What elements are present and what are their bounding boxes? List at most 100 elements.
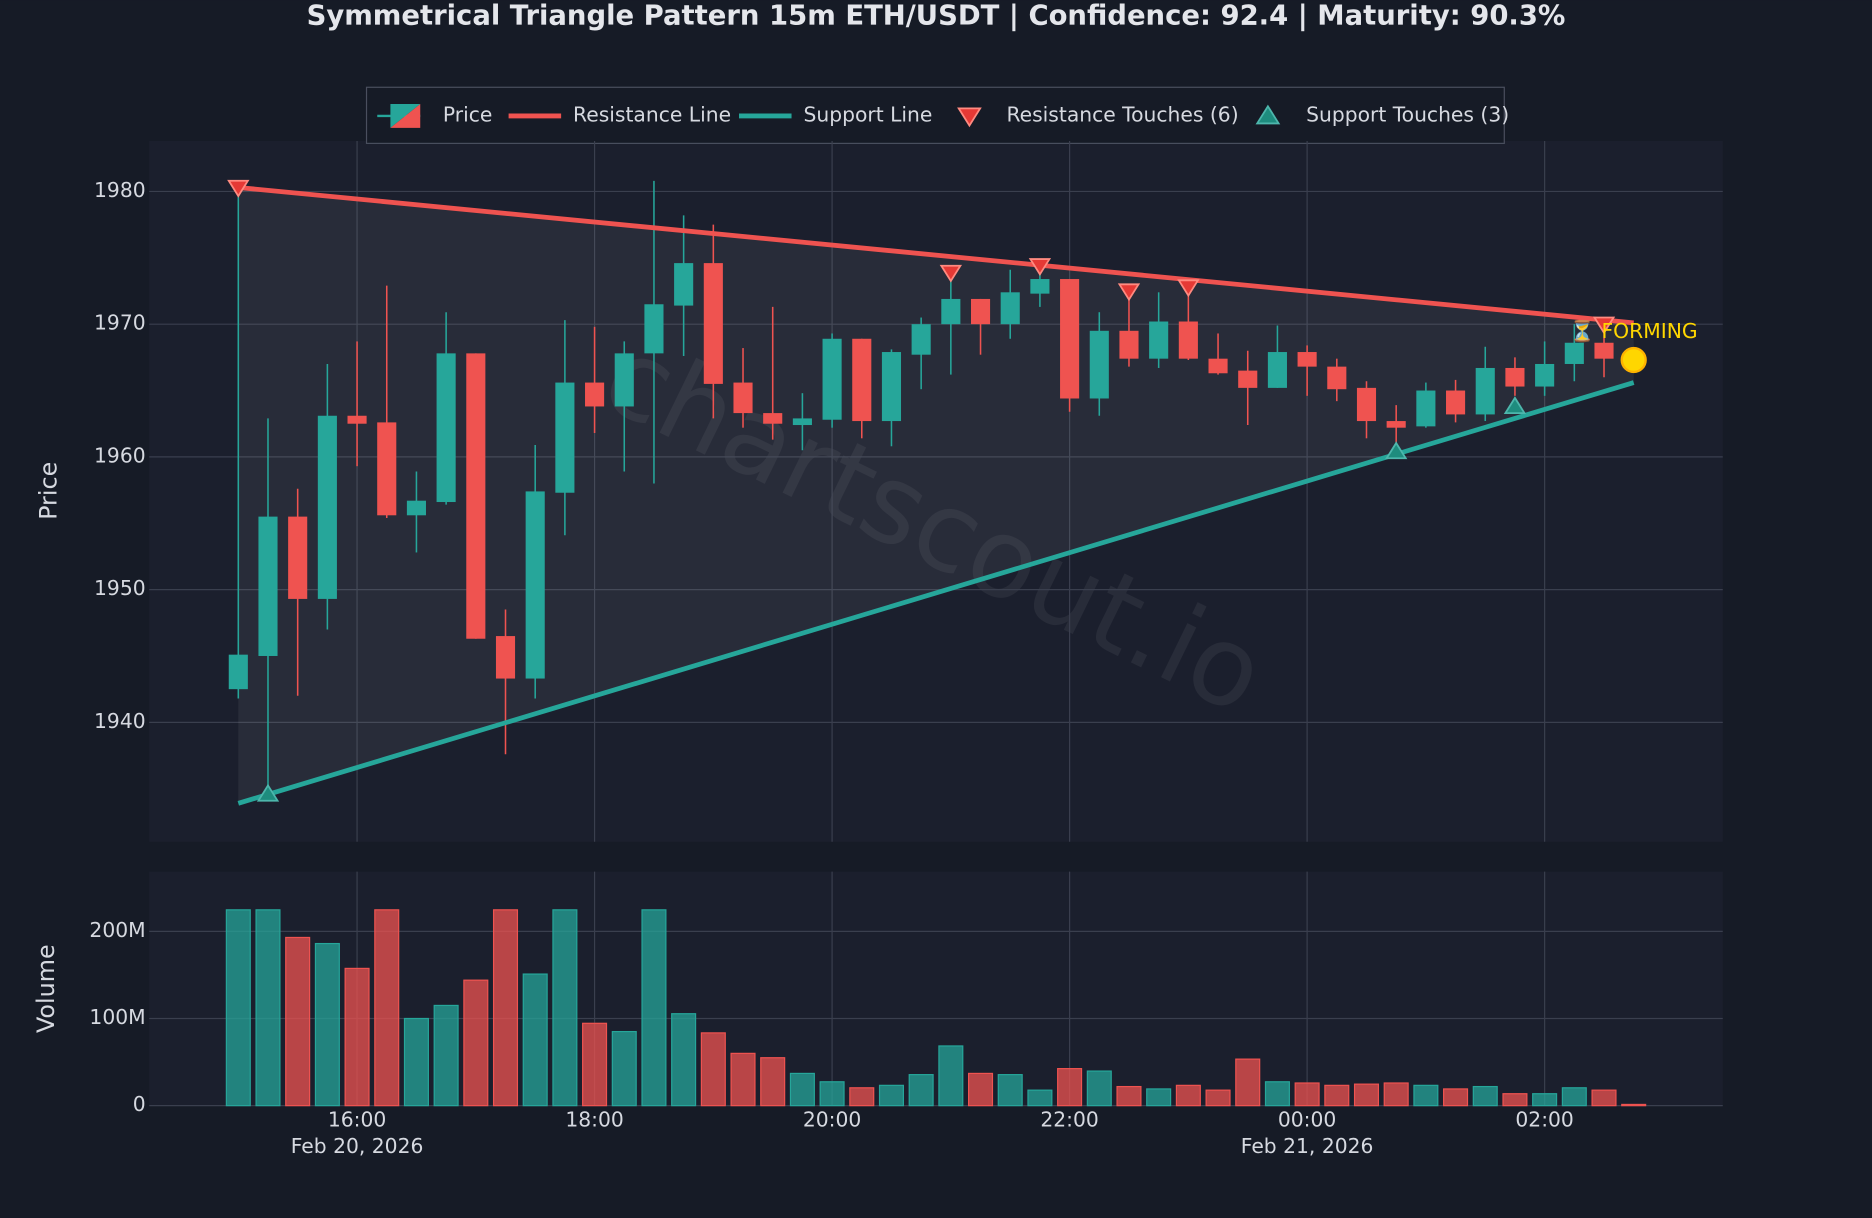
volume-bar [403, 1017, 429, 1107]
candle-body [1564, 342, 1584, 364]
candle-body [703, 263, 723, 384]
candle-body [1535, 363, 1555, 387]
volume-bar [1353, 1083, 1380, 1107]
volume-bar [463, 979, 489, 1107]
current-price-marker [1620, 346, 1647, 374]
volume-bar [1294, 1082, 1320, 1107]
y-tick-label: 1940 [94, 709, 146, 733]
candle-body [792, 418, 812, 426]
volume-bar [611, 1030, 637, 1107]
volume-bar [285, 936, 311, 1107]
volume-bar [255, 909, 281, 1107]
candle-body [1297, 352, 1317, 367]
volume-bar [700, 1032, 726, 1107]
candle-body [1475, 367, 1495, 415]
touch-marker [939, 264, 963, 283]
y-tick-label: 1980 [94, 178, 146, 202]
candle-body [822, 338, 842, 420]
candle-body [1030, 279, 1050, 294]
annotation-label: ⏳ FORMING [1570, 319, 1698, 343]
touch-marker [1503, 396, 1527, 415]
candle-body [495, 636, 516, 679]
volume-bar [1591, 1089, 1617, 1107]
candle-body [1000, 292, 1020, 325]
touch-marker [256, 783, 280, 802]
volume-bar [760, 1057, 786, 1107]
candle-body [347, 415, 367, 424]
volume-bar [1205, 1089, 1231, 1107]
x-tick-label: 20:00 [803, 1108, 861, 1132]
volume-bar [374, 909, 400, 1107]
candle-body [1327, 366, 1347, 390]
x-tick-label: 02:00 [1515, 1108, 1573, 1132]
price-plot-area [149, 141, 1723, 842]
volume-bar [552, 909, 578, 1107]
volume-bar [849, 1087, 875, 1107]
y-tick-label: 1960 [94, 443, 146, 467]
candle-body [317, 415, 337, 599]
volume-bar [908, 1074, 934, 1107]
volume-tick-label: 200M [89, 918, 145, 942]
volume-bar [938, 1045, 964, 1107]
candle-body [1089, 330, 1109, 399]
touch-marker [1028, 258, 1052, 277]
volume-bar [1086, 1070, 1112, 1107]
legend-swatch [1255, 104, 1281, 125]
volume-bar [1621, 1103, 1647, 1107]
legend-swatch [390, 103, 421, 128]
legend-label: Support Touches (3) [1306, 102, 1509, 126]
candle-body [585, 382, 605, 407]
y-tick-label: 1950 [94, 576, 146, 600]
x-tick-label: 22:00 [1040, 1108, 1098, 1132]
volume-bar [1413, 1084, 1439, 1107]
candle-body [1060, 279, 1080, 399]
touch-marker [1385, 441, 1408, 460]
volume-bar [1502, 1093, 1528, 1107]
volume-bar [492, 909, 519, 1107]
candle-body [377, 422, 397, 516]
volume-bar [582, 1022, 608, 1107]
touch-marker [1117, 283, 1141, 302]
volume-bar [225, 909, 251, 1107]
y-tick-label: 1970 [94, 311, 146, 335]
candle-body [1505, 367, 1525, 387]
volume-bar [671, 1013, 697, 1107]
volume-bar [1235, 1058, 1261, 1107]
volume-tick-label: 100M [89, 1005, 145, 1029]
candle-body [1594, 342, 1614, 359]
volume-axis-title: Volume [32, 944, 60, 1033]
candle-body [614, 353, 634, 407]
candle-body [1238, 370, 1258, 388]
volume-bar [1116, 1085, 1142, 1107]
candle-body [941, 298, 961, 325]
candle-body [1149, 321, 1169, 359]
legend-swatch [957, 107, 982, 128]
volume-bar [1027, 1089, 1053, 1107]
candle-body [852, 338, 872, 422]
volume-bar [344, 967, 370, 1107]
volume-bar [522, 973, 548, 1107]
touch-marker [227, 179, 250, 198]
candle-body [763, 413, 783, 424]
candle-body [733, 382, 753, 414]
legend-label: Resistance Touches (6) [1006, 102, 1238, 126]
candle-body [1178, 321, 1198, 359]
volume-bar [1146, 1088, 1172, 1107]
candle-body [228, 654, 248, 690]
chart-title: Symmetrical Triangle Pattern 15m ETH/USD… [307, 0, 1566, 31]
candle-body [406, 500, 426, 516]
candle-body [525, 491, 545, 679]
candle-body [1267, 352, 1287, 388]
volume-bar [1532, 1093, 1558, 1107]
candle-body [1208, 358, 1228, 374]
candle-body [1386, 421, 1406, 428]
volume-bar [819, 1081, 845, 1107]
candle-body [555, 382, 575, 493]
triangle-fill [238, 187, 1634, 804]
trend-line [238, 185, 1634, 326]
candle-body [436, 353, 456, 503]
touch-marker [1177, 279, 1200, 298]
volume-tick-label: 0 [133, 1092, 146, 1116]
